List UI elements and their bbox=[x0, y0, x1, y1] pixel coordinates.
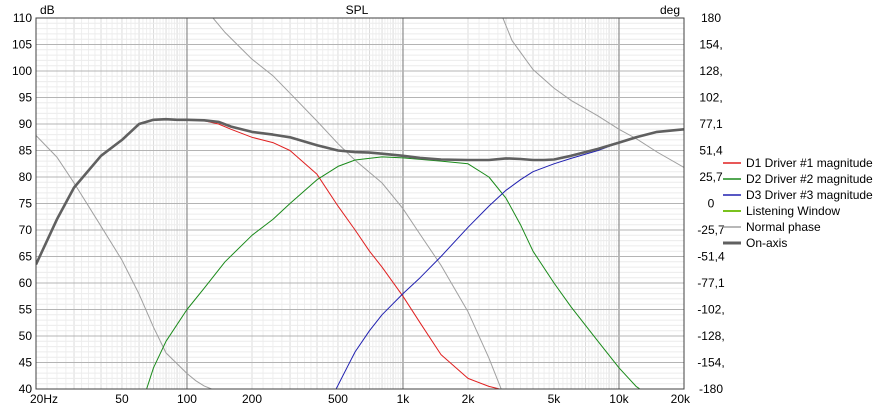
y-right-tick-labels: -180 -154, -128, -102, -77,1 -51,4 -25,7 0 25,7 5… bbox=[697, 11, 725, 396]
legend-entry-d2-driver-2-magnitude: D2 Driver #2 magnitude bbox=[746, 172, 873, 186]
y-left-tick-label: 90 bbox=[19, 117, 33, 131]
legend-entry-d1-driver-1-magnitude: D1 Driver #1 magnitude bbox=[746, 156, 873, 170]
legend-entry-d3-driver-3-magnitude: D3 Driver #3 magnitude bbox=[746, 188, 873, 202]
y-left-tick-label: 85 bbox=[19, 144, 33, 158]
legend-entry-normal-phase: Normal phase bbox=[746, 220, 821, 234]
x-tick-label: 200 bbox=[242, 392, 262, 405]
d3-driver-3-magnitude-line bbox=[335, 128, 684, 389]
y-left-tick-label: 60 bbox=[19, 276, 33, 290]
y-right-tick-label: 128, bbox=[699, 64, 722, 78]
x-tick-labels: 20Hz 50 100 200 500 1k 2k 5k 10k 20k bbox=[30, 392, 691, 405]
y-left-tick-label: 55 bbox=[19, 303, 33, 317]
x-tick-label: 20k bbox=[671, 392, 691, 405]
y-right-tick-label: -154, bbox=[697, 356, 724, 370]
y-right-tick-label: 51,4 bbox=[699, 144, 723, 158]
major-grid bbox=[36, 17, 684, 390]
x-tick-label: 50 bbox=[115, 392, 129, 405]
x-tick-label: 5k bbox=[548, 392, 562, 405]
y-left-tick-label: 105 bbox=[12, 38, 32, 52]
y-right-tick-label: 77,1 bbox=[699, 117, 723, 131]
y-left-tick-label: 80 bbox=[19, 170, 33, 184]
y-left-tick-label: 95 bbox=[19, 91, 33, 105]
y-right-tick-label: 25,7 bbox=[699, 170, 723, 184]
legend: D1 Driver #1 magnitude D2 Driver #2 magni… bbox=[723, 156, 873, 250]
x-tick-label: 2k bbox=[462, 392, 476, 405]
y-right-tick-label: -180 bbox=[699, 382, 723, 396]
legend-entry-listening-window: Listening Window bbox=[746, 204, 840, 218]
y-right-tick-label: 0 bbox=[708, 197, 715, 211]
x-tick-label: 100 bbox=[177, 392, 197, 405]
y-right-tick-label: 154, bbox=[699, 38, 722, 52]
y-left-tick-label: 45 bbox=[19, 356, 33, 370]
chart-title: SPL bbox=[346, 3, 369, 17]
plot-frame bbox=[35, 17, 685, 390]
y-right-tick-label: -128, bbox=[697, 329, 724, 343]
y-left-tick-label: 70 bbox=[19, 223, 33, 237]
y-left-tick-label: 75 bbox=[19, 197, 33, 211]
y-right-tick-label: -51,4 bbox=[697, 250, 725, 264]
x-tick-label: 20Hz bbox=[30, 392, 58, 405]
right-axis-unit: deg bbox=[660, 3, 680, 17]
series-layer bbox=[36, 18, 684, 389]
y-left-tick-label: 40 bbox=[19, 382, 33, 396]
normal-phase-line bbox=[502, 18, 684, 168]
on-axis-line bbox=[36, 117, 684, 266]
x-tick-label: 1k bbox=[397, 392, 411, 405]
left-axis-unit: dB bbox=[40, 3, 55, 17]
y-left-tick-labels: 40 45 50 55 60 65 70 75 80 85 90 95 100 105 110 bbox=[12, 11, 32, 396]
normal-phase-line bbox=[36, 135, 212, 389]
x-tick-label: 10k bbox=[609, 392, 629, 405]
y-right-tick-label: 180 bbox=[701, 11, 721, 25]
y-right-tick-label: -102, bbox=[697, 303, 724, 317]
y-right-tick-label: -77,1 bbox=[697, 276, 725, 290]
legend-entry-on-axis: On-axis bbox=[746, 236, 787, 250]
y-left-tick-label: 50 bbox=[19, 329, 33, 343]
d2-driver-2-magnitude-line bbox=[146, 156, 641, 389]
y-left-tick-label: 110 bbox=[13, 11, 32, 25]
y-right-tick-label: -25,7 bbox=[697, 223, 725, 237]
y-left-tick-label: 100 bbox=[12, 64, 32, 78]
y-right-tick-label: 102, bbox=[699, 91, 722, 105]
x-tick-label: 500 bbox=[328, 392, 348, 405]
y-left-tick-label: 65 bbox=[19, 250, 33, 264]
